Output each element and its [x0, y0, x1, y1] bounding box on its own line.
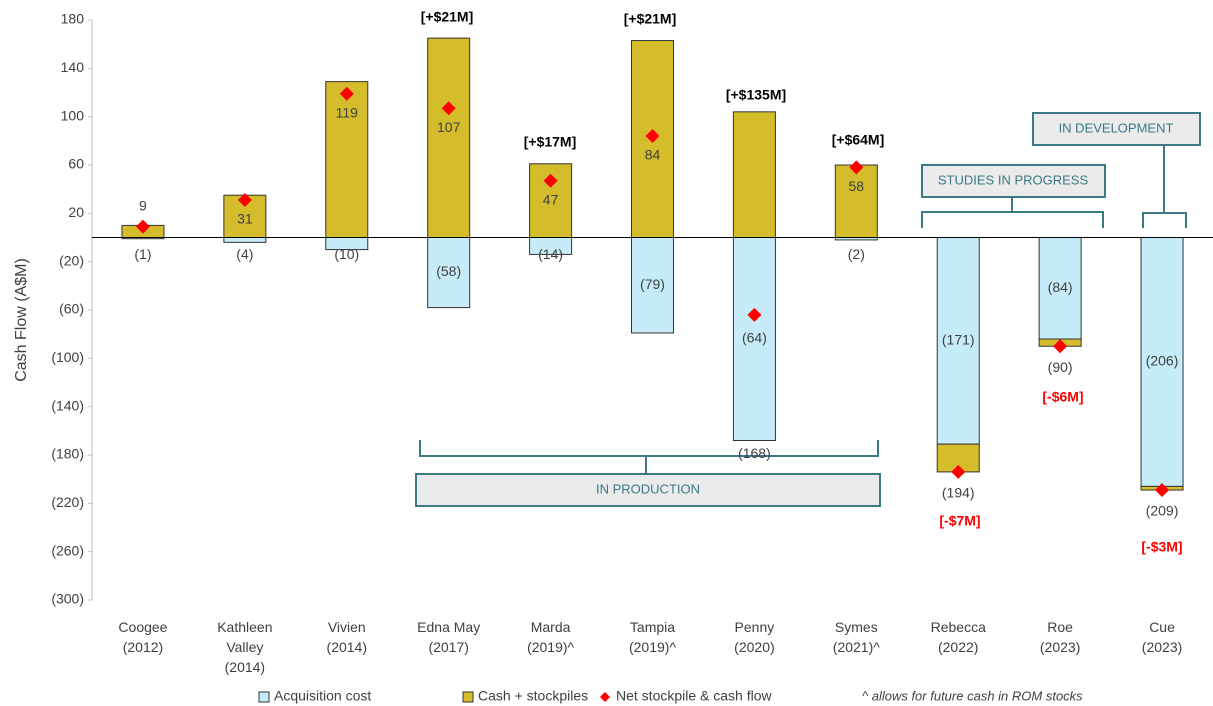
x-tick-label: Kathleen Valley (2014) — [217, 619, 272, 675]
group-studies — [921, 164, 1106, 228]
data-label: (194) — [942, 485, 975, 501]
data-label: (171) — [942, 332, 975, 348]
annotation: [-$3M] — [1141, 539, 1182, 555]
y-tick-label: 140 — [61, 59, 85, 75]
y-tick-label: 100 — [61, 107, 85, 123]
bar — [1038, 237, 1082, 340]
y-tick-label: (260) — [51, 542, 84, 558]
x-tick-label: Rebecca (2022) — [931, 619, 986, 655]
bar — [732, 237, 776, 441]
data-label: (168) — [738, 445, 771, 461]
data-label: (1) — [134, 246, 151, 262]
bar — [834, 164, 878, 238]
data-label: 119 — [336, 104, 359, 120]
y-axis-label: Cash Flow (A$M) — [13, 258, 30, 382]
y-tick-label: (20) — [59, 252, 84, 268]
data-label: (209) — [1146, 503, 1179, 519]
data-label: 47 — [543, 191, 559, 207]
group-label: IN DEVELOPMENT — [1059, 120, 1174, 135]
x-tick-label: Roe (2023) — [1040, 619, 1080, 655]
bar — [732, 111, 776, 238]
legend-swatch — [258, 691, 270, 703]
data-label: (84) — [1048, 279, 1073, 295]
bar — [529, 163, 573, 239]
annotation: [-$6M] — [1042, 389, 1083, 405]
bar — [427, 37, 471, 238]
bar — [223, 237, 267, 243]
data-label: (90) — [1048, 359, 1073, 375]
diamond-marker — [849, 160, 864, 175]
data-label: (14) — [538, 246, 563, 262]
y-tick-label: 180 — [61, 11, 85, 27]
legend-label: Acquisition cost — [274, 688, 371, 704]
group-label: IN PRODUCTION — [596, 481, 700, 496]
data-label: (4) — [236, 246, 253, 262]
legend-swatch — [600, 692, 610, 702]
bar — [936, 237, 980, 445]
y-tick-label: (180) — [51, 446, 84, 462]
legend-label: Cash + stockpiles — [478, 688, 588, 704]
x-tick-label: Cue (2023) — [1142, 619, 1182, 655]
data-label: (79) — [640, 276, 665, 292]
data-label: (2) — [848, 246, 865, 262]
annotation: [+$17M] — [524, 134, 577, 150]
annotation: [+$21M] — [421, 9, 474, 25]
data-label: (10) — [334, 246, 359, 262]
y-tick-label: (60) — [59, 301, 84, 317]
y-tick-label: (220) — [51, 494, 84, 510]
x-tick-label: Symes (2021)^ — [833, 619, 880, 655]
bar — [325, 81, 369, 238]
group-label: STUDIES IN PROGRESS — [938, 172, 1089, 187]
footnote: ^ allows for future cash in ROM stocks — [862, 688, 1083, 703]
annotation: [+$135M] — [726, 87, 786, 103]
data-label: (206) — [1146, 353, 1179, 369]
data-label: 107 — [437, 119, 461, 135]
diamond-marker — [543, 173, 558, 188]
x-tick-label: Vivien (2014) — [327, 619, 367, 655]
x-tick-label: Tampia (2019)^ — [629, 619, 676, 655]
y-tick-label: (300) — [51, 591, 84, 607]
y-tick-label: (100) — [51, 349, 84, 365]
bar — [1140, 237, 1184, 487]
diamond-marker — [135, 219, 150, 234]
diamond-marker — [645, 129, 660, 143]
diamond-marker — [441, 101, 456, 116]
data-label: 9 — [139, 197, 147, 213]
x-tick-label: Edna May (2017) — [417, 619, 480, 655]
annotation: [+$64M] — [832, 132, 885, 148]
x-tick-label: Penny (2020) — [734, 619, 774, 655]
legend-label: Net stockpile & cash flow — [616, 688, 773, 704]
x-tick-label: Marda (2019)^ — [527, 619, 574, 655]
diamond-marker — [237, 193, 252, 208]
data-label: 84 — [645, 147, 661, 163]
diamond-marker — [339, 86, 354, 101]
y-tick-label: (140) — [51, 397, 84, 413]
diamond-marker — [951, 464, 966, 479]
data-label: (58) — [436, 263, 461, 279]
data-label: (64) — [742, 330, 767, 346]
y-tick-label: 60 — [68, 156, 84, 172]
group-production — [415, 440, 881, 507]
legend-swatch — [462, 691, 474, 703]
diamond-marker — [1155, 483, 1170, 498]
y-tick-label: 20 — [68, 204, 84, 220]
x-tick-label: Coogee (2012) — [118, 619, 167, 655]
diamond-marker — [747, 307, 762, 322]
diamond-marker — [1053, 339, 1068, 354]
group-development — [1032, 112, 1201, 228]
bar — [427, 237, 471, 309]
legend: Acquisition cost Cash + stockpiles Net sto… — [258, 688, 1083, 704]
annotation: [+$21M] — [624, 11, 677, 27]
data-label: 58 — [849, 178, 865, 194]
annotation: [-$7M] — [939, 513, 980, 529]
data-label: 31 — [237, 211, 253, 227]
